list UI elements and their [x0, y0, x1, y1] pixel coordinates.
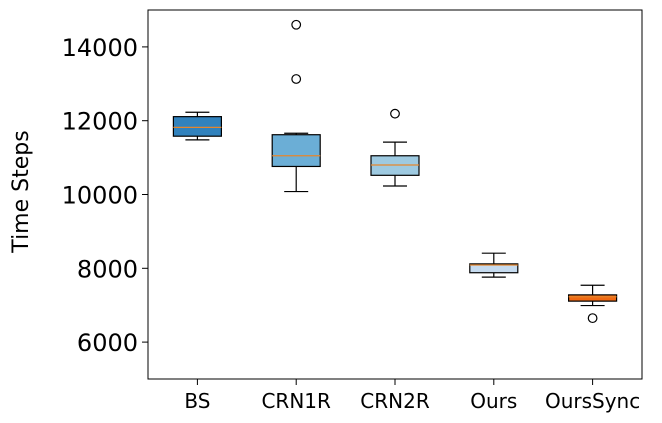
boxes-layer [172, 19, 618, 324]
x-axis: BS CRN1R CRN2R Ours OursSync [184, 379, 640, 413]
y-axis-label: Time Steps [9, 130, 34, 253]
x-tick-label: CRN2R [360, 389, 430, 413]
box-bs [172, 111, 222, 141]
y-tick-label: 10000 [62, 182, 138, 210]
iqr-box [172, 116, 222, 137]
box-crn2r [370, 108, 420, 187]
x-tick-label: Ours [470, 389, 517, 413]
y-tick-label: 12000 [62, 108, 138, 136]
box-ourssync [567, 284, 618, 324]
outlier-point [291, 74, 302, 84]
iqr-box [271, 134, 321, 168]
x-tick-label: CRN1R [261, 389, 331, 413]
box-ours [469, 252, 519, 278]
box-crn1r [271, 19, 321, 193]
iqr-box [469, 263, 519, 274]
plot-frame [147, 9, 643, 380]
x-tick-label: BS [184, 389, 210, 413]
x-tick-label: OursSync [545, 389, 640, 413]
outlier-point [587, 313, 598, 324]
y-tick-label: 14000 [62, 34, 138, 62]
outlier-point [291, 19, 302, 30]
outlier-point [390, 108, 400, 119]
y-axis: 6000 8000 10000 12000 14000 [62, 34, 148, 357]
y-tick-label: 6000 [77, 329, 138, 357]
y-tick-label: 8000 [77, 255, 138, 283]
iqr-box [567, 294, 618, 302]
